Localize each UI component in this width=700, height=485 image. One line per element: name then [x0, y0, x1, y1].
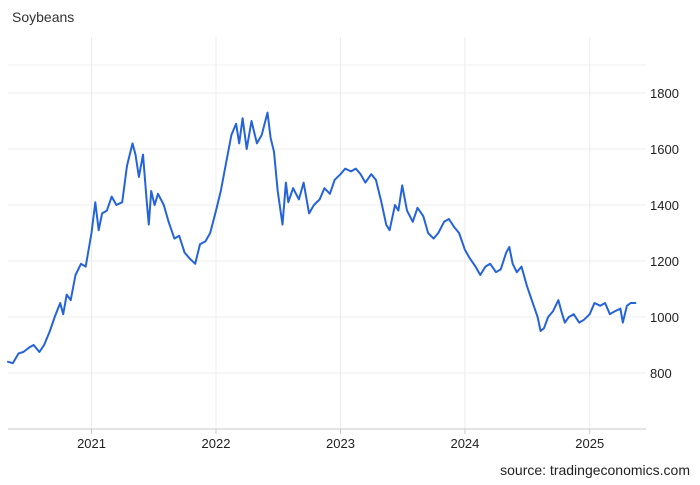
x-tick-label: 2021: [77, 436, 106, 451]
y-tick-label: 1600: [650, 142, 679, 157]
chart-title: Soybeans: [12, 9, 75, 25]
x-tick-label: 2023: [326, 436, 355, 451]
x-tick-labels: 2021 2022 2023 2024 2025: [77, 436, 604, 451]
source-credit: source: tradingeconomics.com: [500, 462, 690, 478]
y-tick-label: 800: [650, 366, 672, 381]
gridlines: [8, 37, 646, 434]
y-tick-label: 1200: [650, 254, 679, 269]
y-tick-label: 1000: [650, 310, 679, 325]
x-tick-label: 2022: [202, 436, 231, 451]
y-tick-labels: 800 1000 1200 1400 1600 1800: [650, 86, 679, 381]
x-tick-label: 2024: [450, 436, 479, 451]
y-tick-label: 1800: [650, 86, 679, 101]
x-tick-label: 2025: [575, 436, 604, 451]
y-tick-label: 1400: [650, 198, 679, 213]
series-layer: [7, 111, 637, 365]
series-line: [7, 111, 637, 365]
